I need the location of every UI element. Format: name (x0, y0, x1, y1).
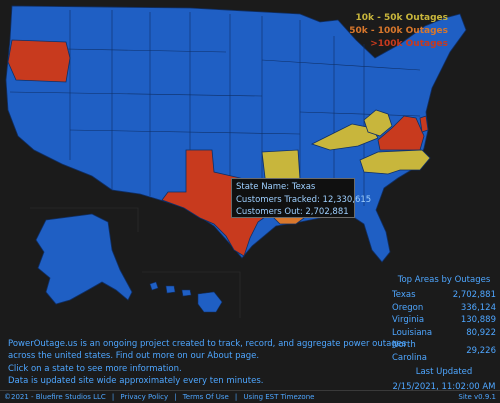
top-areas-title: Top Areas by Outages (397, 275, 491, 285)
info-line-1: PowerOutage.us is an ongoing project cre… (8, 339, 407, 349)
top-area-name[interactable]: Oregon (392, 302, 424, 313)
top-area-value: 336,124 (460, 302, 496, 313)
state-oregon[interactable] (7, 39, 71, 83)
top-area-value: 2,702,881 (452, 290, 496, 300)
info-text: PowerOutage.us is an ongoing project cre… (8, 338, 407, 387)
state-alaska[interactable] (35, 213, 133, 305)
hawaii-inset-frame (142, 271, 241, 318)
legend-entry-tier-1: 10k - 50k Outages (355, 13, 449, 23)
state-delaware[interactable] (419, 115, 429, 133)
state-hawaii[interactable] (149, 281, 223, 313)
info-line-4: Data is updated site wide approximately … (8, 375, 264, 386)
footer-separator: | (174, 393, 177, 401)
info-line-2: across the united states. Find out more … (8, 351, 260, 362)
legend-entry-tier-3: >100k Outages (370, 39, 448, 49)
top-area-row[interactable]: Louisiana 80,922 (390, 327, 498, 340)
top-area-value: 130,889 (460, 315, 496, 325)
footer-separator: | (234, 393, 238, 401)
top-area-row[interactable]: North Carolina 29,226 (390, 339, 498, 364)
last-updated-label: Last Updated (415, 367, 473, 377)
tooltip-customers-tracked: Customers Tracked: 12,330,615 (236, 194, 372, 205)
last-updated-value: 2/15/2021, 11:02:00 AM (392, 381, 496, 392)
tooltip-customers-out: Customers Out: 2,702,881 (236, 207, 349, 217)
site-footer: ©2021 - Bluefire Studios LLC | Privacy Po… (0, 390, 500, 403)
site-version: Site v0.9.1 (458, 393, 496, 401)
state-north-carolina[interactable] (359, 149, 431, 175)
top-area-row[interactable]: Oregon 336,124 (390, 302, 498, 315)
terms-of-use-link[interactable]: Terms Of Use (182, 393, 229, 401)
top-areas-panel: Top Areas by Outages Texas 2,702,881 Ore… (390, 275, 498, 393)
top-area-name[interactable]: North Carolina (392, 340, 427, 363)
state-tooltip: State Name: Texas Customers Tracked: 12,… (231, 178, 372, 218)
top-areas-table: Texas 2,702,881 Oregon 336,124 Virginia … (390, 289, 498, 364)
state-texas[interactable] (161, 149, 273, 257)
state-west-virginia[interactable] (363, 109, 393, 137)
top-area-name[interactable]: Louisiana (392, 327, 433, 338)
top-area-name[interactable]: Virginia (392, 315, 425, 325)
footer-copyright: ©2021 - Bluefire Studios LLC (4, 393, 106, 401)
tooltip-state-name: State Name: Texas (236, 182, 316, 192)
footer-separator: | (111, 393, 115, 401)
top-area-name[interactable]: Texas (392, 290, 416, 300)
top-area-row[interactable]: Texas 2,702,881 (390, 289, 498, 302)
state-virginia[interactable] (377, 115, 425, 151)
privacy-policy-link[interactable]: Privacy Policy (120, 393, 169, 401)
legend-entry-tier-2: 50k - 100k Outages (349, 26, 448, 36)
top-area-value: 29,226 (466, 346, 496, 357)
top-area-row[interactable]: Virginia 130,889 (390, 314, 498, 327)
top-area-value: 80,922 (466, 327, 496, 338)
timezone-link[interactable]: Using EST Timezone (243, 393, 315, 401)
alaska-inset-frame (30, 207, 139, 232)
info-line-3: Click on a state to see more information… (8, 363, 182, 374)
